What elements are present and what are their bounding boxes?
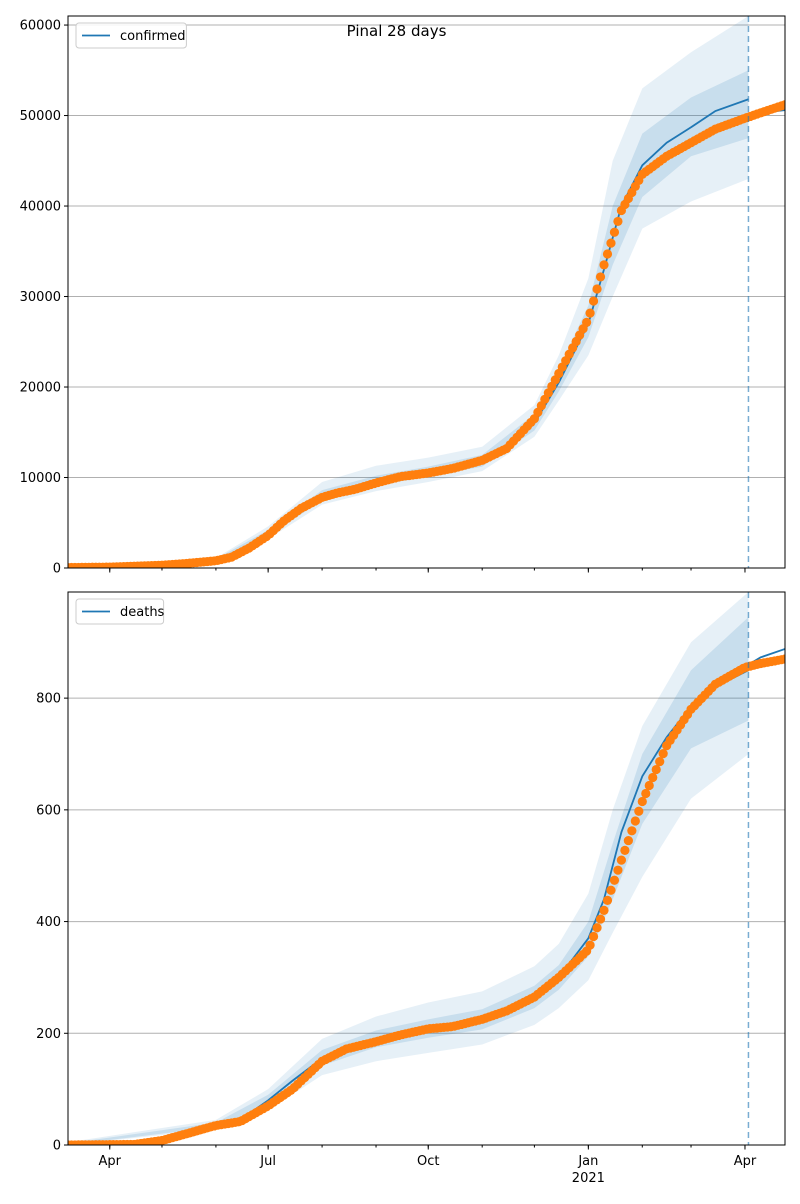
observed-point bbox=[613, 865, 623, 875]
observed-point bbox=[588, 296, 599, 306]
observed-point bbox=[630, 816, 640, 826]
observed-point bbox=[595, 914, 606, 924]
observed-point bbox=[606, 238, 616, 248]
observed-point bbox=[623, 835, 633, 846]
plot-area bbox=[68, 16, 785, 568]
x-tick-label: Jan bbox=[577, 1154, 598, 1169]
observed-point bbox=[658, 748, 668, 759]
observed-point bbox=[641, 788, 651, 799]
legend-box bbox=[75, 22, 187, 49]
confidence-band-inner bbox=[68, 617, 749, 1145]
chart-panel-0: 0 10000 20000 30000 40000 50000 60000 confirmed… bbox=[20, 15, 786, 577]
observed-point bbox=[599, 905, 609, 915]
observed-point bbox=[613, 216, 623, 227]
plot-area bbox=[68, 592, 785, 1145]
observed-point bbox=[585, 940, 595, 950]
x-year-label: 2021 bbox=[572, 1171, 605, 1186]
observed-point bbox=[588, 931, 599, 942]
confidence-band-outer bbox=[68, 16, 749, 568]
y-tick-label: 0 bbox=[53, 1139, 61, 1154]
observed-point bbox=[655, 756, 665, 767]
observed-point bbox=[634, 806, 644, 816]
y-tick-label: 20000 bbox=[20, 381, 61, 396]
y-tick-label: 40000 bbox=[20, 200, 61, 215]
observed-point bbox=[637, 796, 647, 807]
y-tick-label: 50000 bbox=[20, 109, 61, 124]
y-tick-label: 10000 bbox=[20, 471, 61, 486]
chart-panel-1: 0 200 400 600 800 Apr Jul Oct Jan Apr 2021 deaths bbox=[36, 591, 786, 1186]
y-tick-label: 600 bbox=[36, 803, 61, 818]
observed-point bbox=[595, 272, 606, 282]
legend: deaths bbox=[75, 598, 165, 625]
y-tick-label: 0 bbox=[53, 562, 61, 577]
observed-point bbox=[651, 764, 661, 775]
observed-point bbox=[627, 826, 637, 836]
y-tick-label: 200 bbox=[36, 1027, 61, 1042]
observed-point bbox=[780, 100, 785, 110]
observed-point bbox=[616, 855, 627, 865]
y-tick-label: 30000 bbox=[20, 290, 61, 305]
observed-point bbox=[609, 875, 620, 885]
y-tick-label: 400 bbox=[36, 915, 61, 930]
legend-label: deaths bbox=[120, 605, 165, 620]
observed-point bbox=[606, 885, 616, 895]
confidence-band-inner bbox=[68, 70, 749, 568]
observed-point bbox=[609, 227, 620, 237]
axes-frame bbox=[67, 15, 786, 569]
axes-frame bbox=[67, 591, 786, 1146]
observed-point bbox=[780, 654, 785, 664]
x-tick-label: Oct bbox=[417, 1154, 439, 1169]
observed-point bbox=[592, 923, 602, 933]
observed-point bbox=[644, 780, 654, 791]
observed-point bbox=[602, 895, 613, 905]
legend-box bbox=[75, 598, 165, 625]
observed-point bbox=[585, 308, 595, 318]
confidence-band-outer bbox=[68, 592, 749, 1145]
observed-point bbox=[582, 317, 592, 327]
x-tick-label: Apr bbox=[99, 1154, 122, 1169]
observed-point bbox=[592, 284, 602, 294]
observed-point bbox=[620, 845, 630, 855]
legend: confirmed bbox=[75, 22, 187, 49]
legend-label: confirmed bbox=[120, 29, 186, 44]
y-tick-label: 800 bbox=[36, 692, 61, 707]
x-tick-label: Jul bbox=[259, 1154, 276, 1169]
observed-point bbox=[602, 249, 613, 259]
observed-point bbox=[648, 772, 658, 783]
observed-point bbox=[599, 260, 609, 270]
chart-title: Pinal 28 days bbox=[347, 22, 447, 40]
x-tick-label: Apr bbox=[734, 1154, 757, 1169]
y-tick-label: 60000 bbox=[20, 19, 61, 34]
